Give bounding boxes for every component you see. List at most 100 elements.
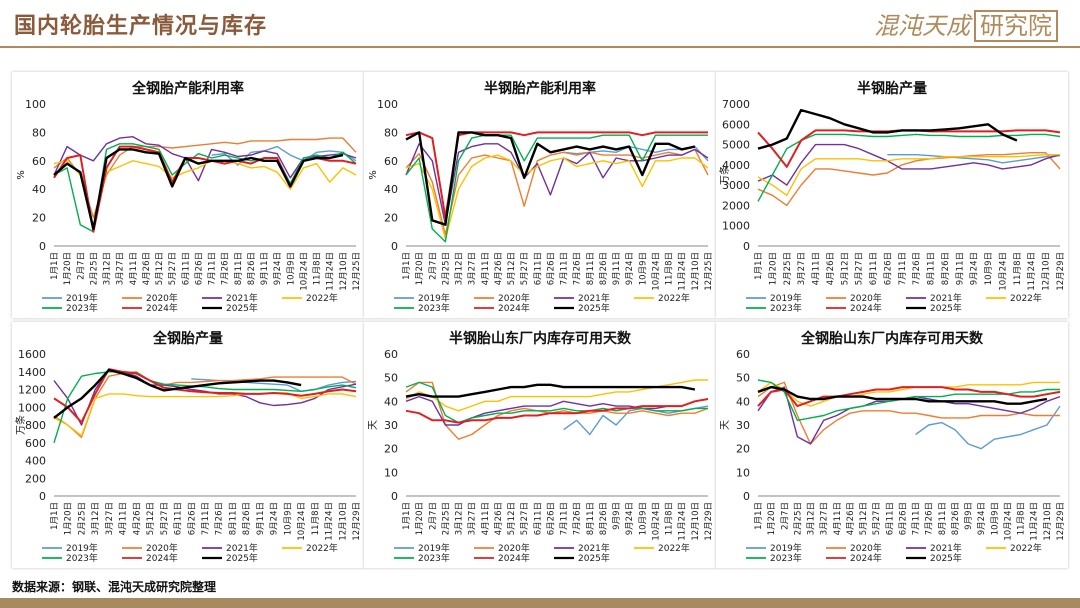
x-tick-label: 4月26日: [494, 252, 504, 285]
y-tick-label: 60: [32, 155, 46, 168]
legend-label: 2019年: [770, 542, 802, 554]
x-tick-label: 4月26日: [846, 502, 856, 535]
x-tick-label: 10月9日: [984, 252, 994, 285]
legend-label: 2025年: [226, 552, 258, 564]
x-tick-label: 9月24日: [625, 502, 635, 535]
y-tick-label: 1400: [18, 366, 46, 379]
x-tick-label: 5月12日: [859, 502, 869, 535]
x-tick-label: 2月25日: [89, 252, 99, 285]
series-line-2023年: [405, 134, 708, 243]
x-tick-label: 10月24日: [299, 252, 309, 291]
y-tick-label: 60: [384, 155, 398, 168]
legend-label: 2022年: [306, 542, 338, 554]
x-tick-label: 5月12日: [840, 252, 850, 285]
x-tick-label: 6月11日: [181, 252, 191, 285]
legend-label: 2025年: [930, 302, 962, 314]
series-line-2020年: [53, 371, 357, 439]
x-tick-label: 10月9日: [283, 502, 293, 535]
data-source-note: 数据来源：钢联、混沌天成研究院整理: [12, 580, 217, 594]
header: 国内轮胎生产情况与库存 混沌天成 研究院: [0, 0, 1080, 46]
legend-label: 2019年: [418, 542, 450, 554]
legend-label: 2025年: [226, 302, 258, 314]
x-tick-label: 10月9日: [638, 502, 648, 535]
chart-svg: 0 1000 2000 3000 4000 5000 6000 7000 万条 1月1日 1月20日…: [718, 98, 1066, 314]
x-tick-label: 7月11日: [912, 502, 922, 535]
x-tick-label: 2月25日: [441, 252, 451, 285]
x-tick-label: 12月10日: [1043, 502, 1053, 541]
x-tick-label: 6月26日: [187, 502, 197, 535]
y-tick-label: 600: [25, 437, 46, 450]
x-tick-label: 11月8日: [665, 252, 675, 285]
x-tick-label: 5月27日: [160, 502, 170, 535]
y-tick-label: 5000: [722, 139, 750, 152]
y-tick-label: 60: [736, 348, 750, 361]
chart-svg: 0 20 40 60 80 100% 1月1日 1月20日 2月7日 2月25日 3月12日 3月27…: [16, 98, 362, 314]
x-tick-label: 3月12日: [455, 502, 465, 535]
y-tick-label: 7000: [722, 98, 750, 111]
chart-title: 半钢胎山东厂内库存可用天数: [449, 331, 631, 347]
x-tick-label: 9月11日: [256, 502, 266, 535]
series-line-2020年: [405, 381, 709, 440]
x-tick-label: 5月12日: [146, 502, 156, 535]
chart-svg: 0 20 40 60 80 100% 1月1日 1月20日 2月7日 2月25日 3月12日 3月27…: [368, 98, 714, 314]
y-tick-label: 1000: [18, 401, 46, 414]
x-tick-label: 12月10日: [691, 502, 701, 541]
y-tick-label: 0: [391, 490, 398, 503]
x-tick-label: 11月24日: [326, 252, 336, 291]
chart-title: 半钢胎产能利用率: [484, 81, 596, 97]
chart-panel-3: 全钢胎产量 0 200 400 600 800 1000 1200 1400 1600 万条 1月1…: [12, 322, 364, 568]
x-tick-label: 5月27日: [168, 252, 178, 285]
series-line-2022年: [757, 154, 1060, 196]
x-tick-label: 7月26日: [215, 502, 225, 535]
header-divider: [0, 46, 1080, 48]
x-tick-label: 10月9日: [990, 502, 1000, 535]
x-tick-label: 11月8日: [665, 502, 675, 535]
x-tick-label: 8月11日: [586, 502, 596, 535]
x-tick-label: 3月27日: [105, 502, 115, 535]
x-tick-label: 11月24日: [678, 252, 688, 291]
y-tick-label: 1200: [18, 384, 46, 397]
chart-panel-0: 全钢胎产能利用率 0 20 40 60 80 100% 1月1日 1月20日 2月7日 2月25日…: [12, 72, 364, 318]
series-line-2025年: [53, 368, 302, 419]
x-tick-label: 7月26日: [573, 502, 583, 535]
x-tick-label: 6月26日: [898, 502, 908, 535]
legend-label: 2023年: [66, 552, 98, 564]
x-tick-label: 5月27日: [520, 502, 530, 535]
x-tick-label: 10月24日: [998, 252, 1008, 291]
x-tick-label: 11月8日: [1017, 502, 1027, 535]
x-tick-label: 3月12日: [91, 502, 101, 535]
x-tick-label: 7月11日: [201, 502, 211, 535]
x-tick-label: 2月25日: [793, 502, 803, 535]
x-tick-label: 9月11日: [260, 252, 270, 285]
series-line-2022年: [53, 392, 357, 437]
x-tick-label: 1月1日: [50, 252, 60, 280]
x-tick-label: 7月11日: [208, 252, 218, 285]
x-tick-label: 10月24日: [1003, 502, 1013, 541]
x-tick-label: 1月20日: [63, 252, 73, 285]
chart-svg: 0 10 20 30 40 50 60 天 1月1日 1月20日 2月7日 2月25日 3月12日 3月2…: [368, 348, 714, 564]
series-line-2020年: [757, 152, 1061, 207]
x-tick-label: 1月20日: [767, 502, 777, 535]
legend-label: 2023年: [770, 552, 802, 564]
legend-label: 2021年: [226, 292, 258, 304]
x-tick-label: 8月11日: [228, 502, 238, 535]
x-tick-label: 5月27日: [855, 252, 865, 285]
x-tick-label: 6月26日: [546, 502, 556, 535]
x-tick-label: 4月26日: [494, 502, 504, 535]
series-line-2023年: [53, 143, 357, 233]
y-tick-label: 100: [25, 98, 46, 111]
series-line-2025年: [53, 148, 344, 231]
y-tick-label: 80: [384, 126, 398, 139]
chart-title: 半钢胎产量: [857, 81, 927, 97]
x-tick-label: 12月29日: [1056, 252, 1066, 291]
x-tick-label: 9月24日: [273, 252, 283, 285]
x-tick-label: 10月9日: [286, 252, 296, 285]
x-tick-label: 9月24日: [270, 502, 280, 535]
legend-label: 2024年: [498, 302, 530, 314]
x-tick-label: 4月26日: [132, 502, 142, 535]
x-tick-label: 1月20日: [415, 502, 425, 535]
x-tick-label: 8月26日: [599, 502, 609, 535]
x-tick-label: 2月7日: [780, 502, 790, 530]
legend-label: 2019年: [66, 292, 98, 304]
x-tick-label: 6月26日: [194, 252, 204, 285]
